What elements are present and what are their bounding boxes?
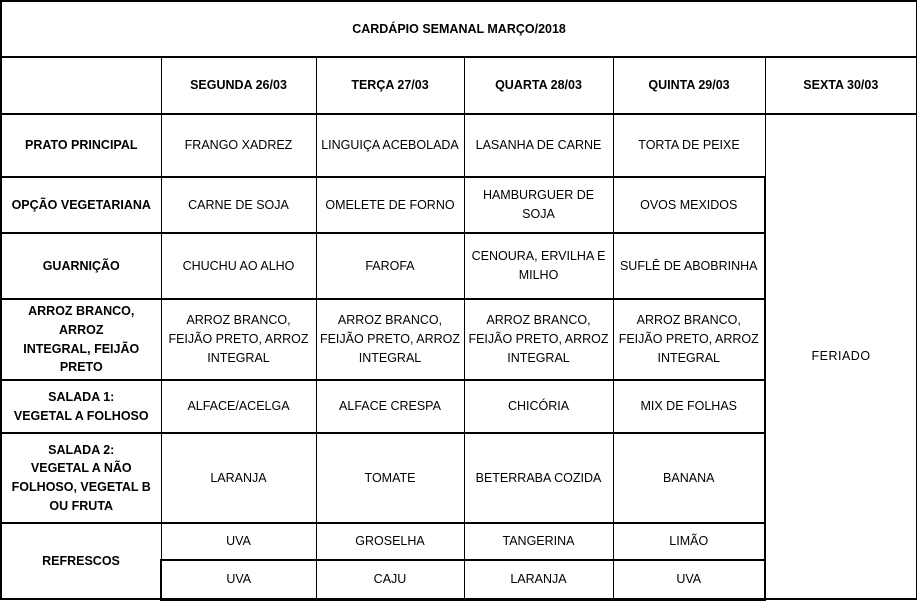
menu-cell-arroz-terca: ARROZ BRANCO, FEIJÃO PRETO, ARROZ INTEGR… bbox=[315, 298, 465, 381]
menu-cell-prato-segunda: FRANGO XADREZ bbox=[160, 113, 317, 178]
menu-cell-opcao-terca: OMELETE DE FORNO bbox=[315, 176, 465, 234]
menu-cell-guarnicao-terca: FAROFA bbox=[315, 232, 465, 300]
day-header-terca: TERÇA 27/03 bbox=[315, 56, 465, 115]
menu-cell-refresco1-quarta: TANGERINA bbox=[463, 522, 614, 561]
row-label-salada-2: SALADA 2: VEGETAL A NÃO FOLHOSO, VEGETAL… bbox=[0, 432, 162, 524]
row-label-salada-1: SALADA 1: VEGETAL A FOLHOSO bbox=[0, 379, 162, 434]
menu-cell-salada1-segunda: ALFACE/ACELGA bbox=[160, 379, 317, 434]
row-label-arroz-feijao: ARROZ BRANCO, ARROZ INTEGRAL, FEIJÃO PRE… bbox=[0, 298, 162, 381]
menu-cell-opcao-quarta: HAMBURGUER DE SOJA bbox=[463, 176, 614, 234]
menu-cell-salada1-quarta: CHICÓRIA bbox=[463, 379, 614, 434]
menu-cell-guarnicao-quarta: CENOURA, ERVILHA E MILHO bbox=[463, 232, 614, 300]
menu-cell-refresco2-quarta: LARANJA bbox=[463, 559, 614, 601]
menu-cell-opcao-segunda: CARNE DE SOJA bbox=[160, 176, 317, 234]
corner-cell bbox=[0, 56, 162, 115]
menu-cell-prato-quinta: TORTA DE PEIXE bbox=[612, 113, 766, 178]
menu-cell-refresco1-terca: GROSELHA bbox=[315, 522, 465, 561]
row-label-opcao-vegetariana: OPÇÃO VEGETARIANA bbox=[0, 176, 162, 234]
menu-cell-refresco2-terca: CAJU bbox=[315, 559, 465, 601]
menu-cell-prato-terca: LINGUIÇA ACEBOLADA bbox=[315, 113, 465, 178]
day-header-segunda: SEGUNDA 26/03 bbox=[160, 56, 317, 115]
menu-cell-arroz-quinta: ARROZ BRANCO, FEIJÃO PRETO, ARROZ INTEGR… bbox=[612, 298, 766, 381]
feriado-cell: FERIADO bbox=[764, 113, 917, 600]
menu-cell-opcao-quinta: OVOS MEXIDOS bbox=[612, 176, 766, 234]
menu-title: CARDÁPIO SEMANAL MARÇO/2018 bbox=[0, 0, 917, 58]
menu-cell-refresco1-quinta: LIMÃO bbox=[612, 522, 766, 561]
menu-cell-prato-quarta: LASANHA DE CARNE bbox=[463, 113, 614, 178]
menu-cell-guarnicao-segunda: CHUCHU AO ALHO bbox=[160, 232, 317, 300]
menu-cell-salada1-quinta: MIX DE FOLHAS bbox=[612, 379, 766, 434]
menu-cell-arroz-segunda: ARROZ BRANCO, FEIJÃO PRETO, ARROZ INTEGR… bbox=[160, 298, 317, 381]
day-header-sexta: SEXTA 30/03 bbox=[764, 56, 917, 115]
menu-cell-refresco2-quinta: UVA bbox=[612, 559, 766, 601]
menu-cell-salada2-terca: TOMATE bbox=[315, 432, 465, 524]
row-label-prato-principal: PRATO PRINCIPAL bbox=[0, 113, 162, 178]
menu-cell-salada2-segunda: LARANJA bbox=[160, 432, 317, 524]
menu-cell-salada2-quarta: BETERRABA COZIDA bbox=[463, 432, 614, 524]
menu-cell-refresco2-segunda: UVA bbox=[160, 559, 317, 601]
menu-cell-arroz-quarta: ARROZ BRANCO, FEIJÃO PRETO, ARROZ INTEGR… bbox=[463, 298, 614, 381]
menu-cell-salada2-quinta: BANANA bbox=[612, 432, 766, 524]
menu-cell-salada1-terca: ALFACE CRESPA bbox=[315, 379, 465, 434]
menu-cell-guarnicao-quinta: SUFLÊ DE ABOBRINHA bbox=[612, 232, 766, 300]
day-header-quarta: QUARTA 28/03 bbox=[463, 56, 614, 115]
row-label-refrescos: REFRESCOS bbox=[0, 522, 162, 600]
menu-cell-refresco1-segunda: UVA bbox=[160, 522, 317, 561]
day-header-quinta: QUINTA 29/03 bbox=[612, 56, 766, 115]
row-label-guarnicao: GUARNIÇÃO bbox=[0, 232, 162, 300]
